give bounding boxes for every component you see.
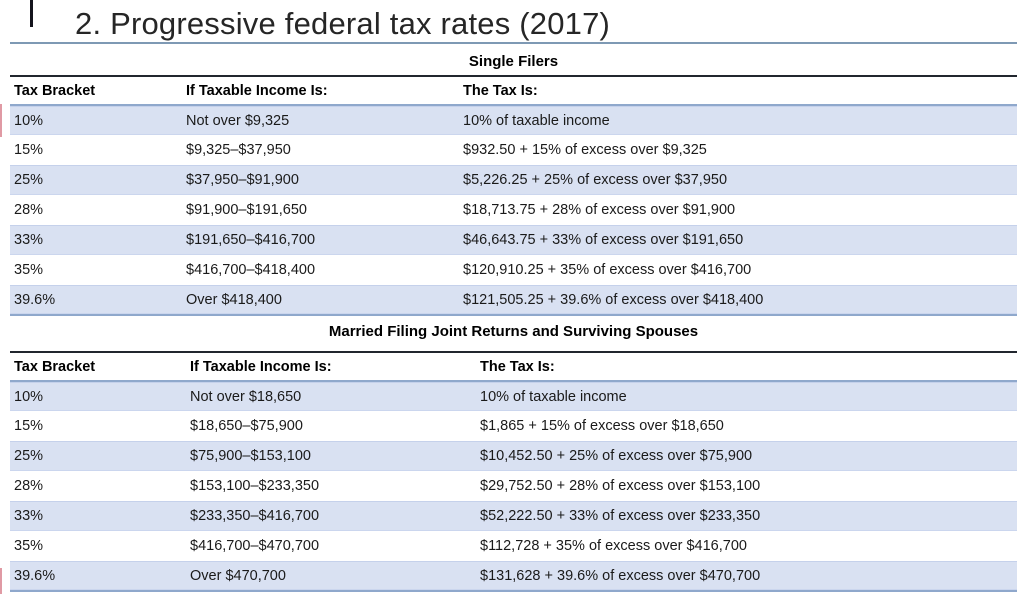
table-cell: $46,643.75 + 33% of excess over $191,650 — [459, 225, 1017, 255]
column-header: The Tax Is: — [476, 352, 1017, 382]
cropped-line-decoration — [30, 0, 33, 27]
table-cell: 33% — [10, 501, 186, 531]
table-cell: 15% — [14, 418, 44, 434]
title-block: 2. Progressive federal tax rates (2017) — [10, 0, 1017, 44]
table-cell: 25% — [10, 441, 186, 471]
table-cell: 25% — [10, 165, 182, 195]
table-cell: $91,900–$191,650 — [186, 202, 307, 218]
table-cell: $131,628 + 39.6% of excess over $470,700 — [476, 561, 1017, 591]
table-cell: $121,505.25 + 39.6% of excess over $418,… — [459, 285, 1017, 315]
table-cell: $18,650–$75,900 — [190, 418, 303, 434]
table-cell: $416,700–$470,700 — [190, 538, 320, 554]
table-cell: $191,650–$416,700 — [182, 225, 459, 255]
table-cell: $18,713.75 + 28% of excess over $91,900 — [463, 202, 736, 218]
left-edge-red-mark-top — [0, 104, 2, 137]
table-cell: $233,350–$416,700 — [186, 501, 476, 531]
table-cell: 39.6% — [10, 285, 182, 315]
table-cell: Not over $9,325 — [182, 105, 459, 135]
table-cell: $120,910.25 + 35% of excess over $416,70… — [463, 262, 752, 278]
table-cell: 15% — [14, 142, 44, 158]
column-header: Tax Bracket — [10, 76, 182, 106]
table-cell: 28% — [14, 478, 44, 494]
table-cell: 35% — [14, 262, 44, 278]
column-header: Tax Bracket — [10, 352, 186, 382]
table-cell: $52,222.50 + 33% of excess over $233,350 — [476, 501, 1017, 531]
table-row: 35% $416,700–$470,700 $112,728 + 35% of ex… — [10, 531, 1017, 561]
table-cell: $9,325–$37,950 — [186, 142, 291, 158]
table-cell: 39.6% — [10, 561, 186, 591]
table-caption-married-filing-joint: Married Filing Joint Returns and Survivi… — [328, 323, 699, 340]
table-cell: $1,865 + 15% of excess over $18,650 — [480, 418, 724, 434]
table-row: 35% $416,700–$418,400 $120,910.25 + 35% of… — [10, 255, 1017, 285]
table-cell: $153,100–$233,350 — [190, 478, 320, 494]
table-row: 33% $233,350–$416,700 $52,222.50 + 33% of … — [10, 501, 1017, 531]
table-cell: $112,728 + 35% of excess over $416,700 — [480, 538, 747, 554]
table-cell: $10,452.50 + 25% of excess over $75,900 — [476, 441, 1017, 471]
table-cell: Over $418,400 — [182, 285, 459, 315]
table-cell: 10% of taxable income — [459, 105, 1017, 135]
table-row: 39.6% Over $418,400 $121,505.25 + 39.6% of… — [10, 285, 1017, 315]
column-header: If Taxable Income Is: — [186, 352, 476, 382]
column-header: If Taxable Income Is: — [182, 76, 459, 106]
table-row: 28% $91,900–$191,650 $18,713.75 + 28% of e… — [10, 195, 1017, 225]
table-row: 25% $75,900–$153,100 $10,452.50 + 25% of e… — [10, 441, 1017, 471]
table-cell: 33% — [10, 225, 182, 255]
table-cell: Not over $18,650 — [186, 381, 476, 411]
table-cell: 10% — [10, 381, 186, 411]
column-header: The Tax Is: — [459, 76, 1017, 106]
header-row: Tax Bracket If Taxable Income Is: The Tax … — [10, 76, 1017, 106]
table-cell: $37,950–$91,900 — [182, 165, 459, 195]
left-edge-red-mark-bottom — [0, 568, 2, 594]
table-row: 15% $18,650–$75,900 $1,865 + 15% of excess… — [10, 411, 1017, 441]
slide-title: 2. Progressive federal tax rates (2017) — [75, 6, 611, 41]
table-cell: 35% — [14, 538, 44, 554]
table-cell: Over $470,700 — [186, 561, 476, 591]
table-cell: 28% — [14, 202, 44, 218]
table-cell: 10% of taxable income — [476, 381, 1017, 411]
table-row: 25% $37,950–$91,900 $5,226.25 + 25% of exc… — [10, 165, 1017, 195]
married-filing-joint-table: Tax Bracket If Taxable Income Is: The Tax … — [10, 351, 1017, 592]
table-cell: 10% — [10, 105, 182, 135]
table-row: 10% Not over $18,650 10% of taxable income — [10, 381, 1017, 411]
table-row: 39.6% Over $470,700 $131,628 + 39.6% of ex… — [10, 561, 1017, 591]
table-caption-single-filers: Single Filers — [468, 53, 559, 70]
table-row: 33% $191,650–$416,700 $46,643.75 + 33% of … — [10, 225, 1017, 255]
table-cell: $932.50 + 15% of excess over $9,325 — [463, 142, 707, 158]
single-filers-table: Tax Bracket If Taxable Income Is: The Tax … — [10, 75, 1017, 316]
table-row: 10% Not over $9,325 10% of taxable income — [10, 105, 1017, 135]
table-cell: $75,900–$153,100 — [186, 441, 476, 471]
table-cell: $5,226.25 + 25% of excess over $37,950 — [459, 165, 1017, 195]
table-row: 15% $9,325–$37,950 $932.50 + 15% of excess… — [10, 135, 1017, 165]
table-row: 28% $153,100–$233,350 $29,752.50 + 28% of … — [10, 471, 1017, 501]
header-row: Tax Bracket If Taxable Income Is: The Tax … — [10, 352, 1017, 382]
table-cell: $29,752.50 + 28% of excess over $153,100 — [480, 478, 761, 494]
table-cell: $416,700–$418,400 — [186, 262, 316, 278]
